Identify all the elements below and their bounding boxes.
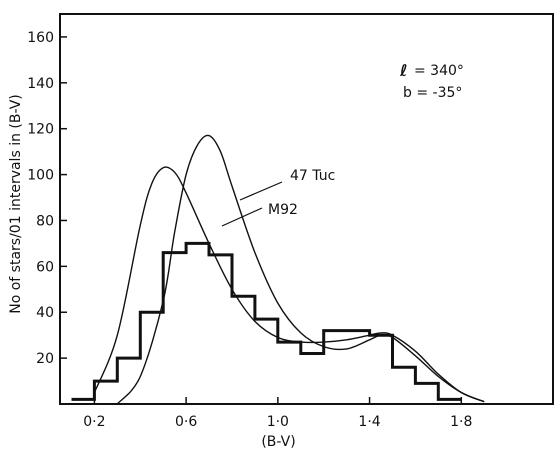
leader-47-tuc bbox=[239, 181, 283, 201]
series-label-47-tuc: 47 Tuc bbox=[290, 168, 335, 184]
x-tick-label: 1·4 bbox=[358, 414, 380, 430]
y-axis-title: No of stars/01 intervals in (B-V) bbox=[8, 94, 24, 314]
x-axis-title: (B-V) bbox=[261, 434, 295, 450]
series-label-m92: M92 bbox=[268, 202, 298, 218]
y-tick-label: 20 bbox=[36, 351, 54, 367]
histogram-steps bbox=[71, 241, 462, 401]
annotation-l-symbol: ℓ bbox=[399, 61, 408, 80]
x-tick-label: 0·6 bbox=[175, 414, 197, 430]
y-tick-label: 100 bbox=[27, 168, 54, 184]
plot-frame bbox=[59, 13, 554, 405]
y-tick-label: 160 bbox=[27, 30, 54, 46]
leader-m92 bbox=[221, 207, 263, 227]
series-line-47-tuc bbox=[116, 134, 485, 405]
y-tick-label: 60 bbox=[36, 259, 54, 275]
annotation-b: b = -35° bbox=[403, 85, 462, 101]
y-tick-label: 80 bbox=[36, 213, 54, 229]
y-tick-label: 140 bbox=[27, 76, 54, 92]
x-tick-label: 1·8 bbox=[450, 414, 472, 430]
y-tick-label: 120 bbox=[27, 122, 54, 138]
annotation-l-value: = 340° bbox=[414, 63, 464, 79]
y-tick-label: 40 bbox=[36, 305, 54, 321]
x-tick-label: 1·0 bbox=[267, 414, 289, 430]
x-tick-label: 0·2 bbox=[83, 414, 105, 430]
